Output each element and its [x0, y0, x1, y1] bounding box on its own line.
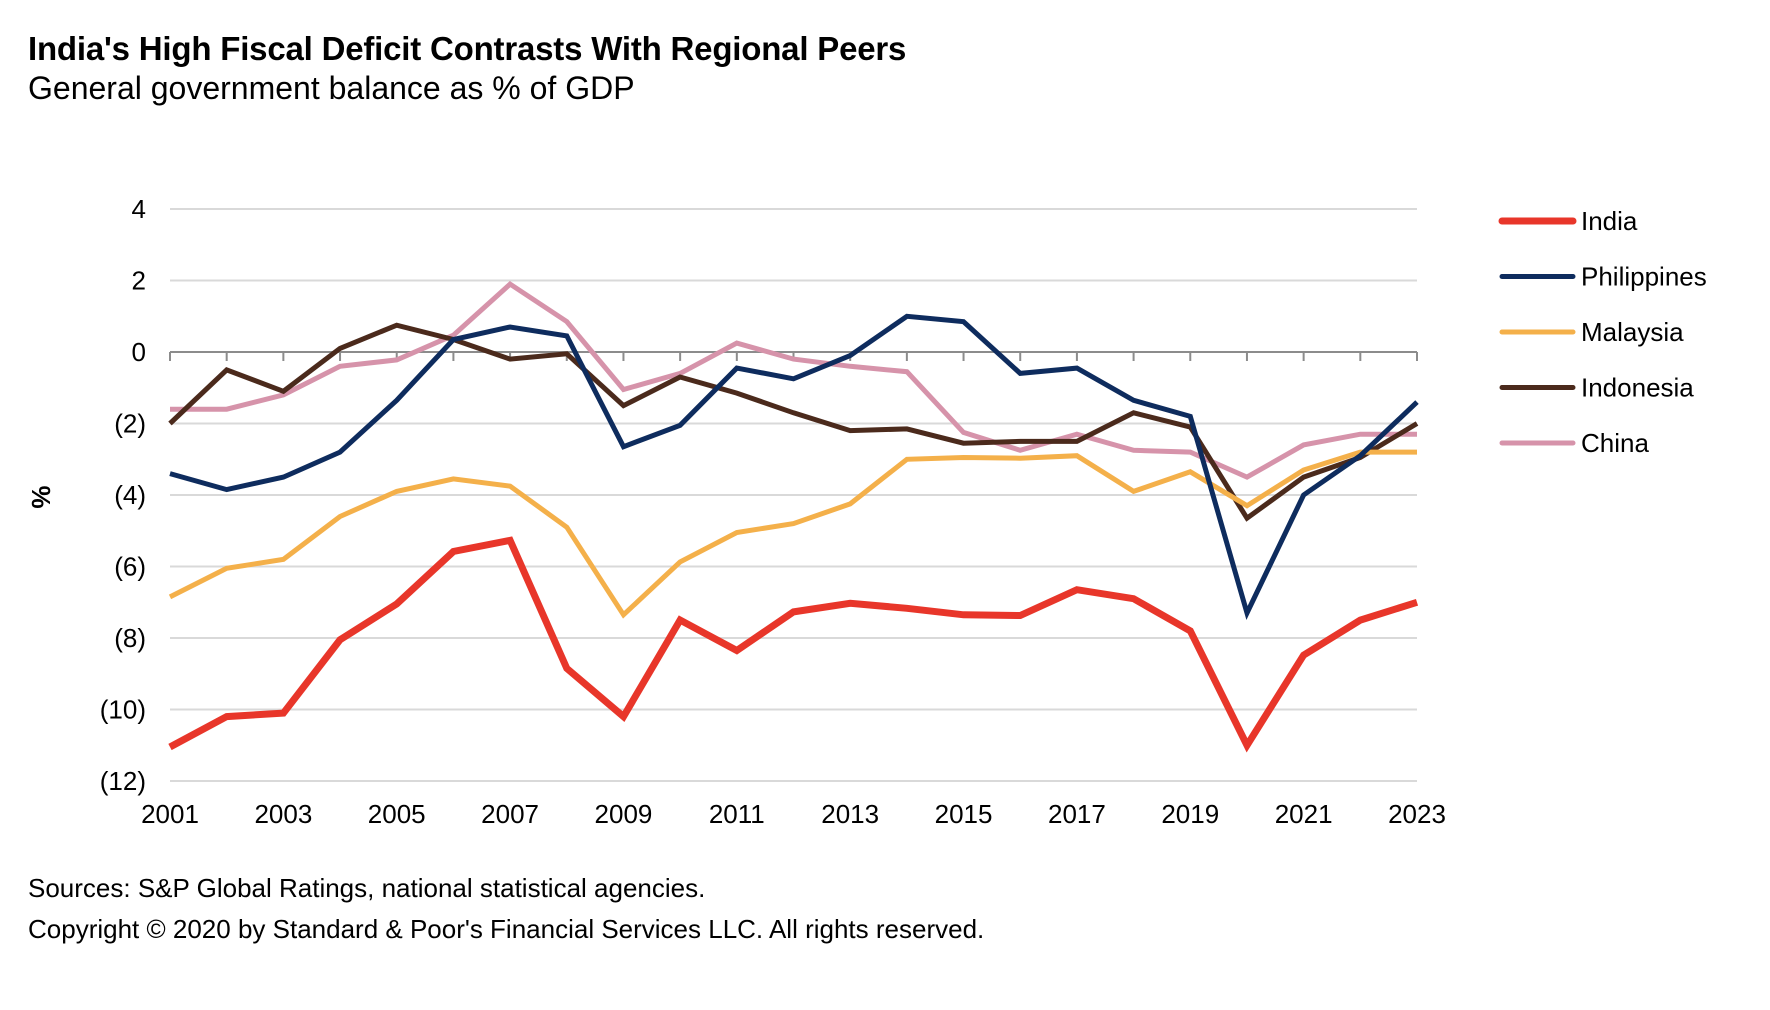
y-tick-label: 2 — [132, 266, 146, 296]
y-tick-label: (4) — [114, 480, 146, 510]
y-tick-label: (6) — [114, 552, 146, 582]
y-tick-label: (8) — [114, 623, 146, 653]
x-tick-label: 2021 — [1275, 799, 1333, 829]
x-tick-labels: 2001 2003 2005 2007 2009 2011 2013 2015 2017 2019… — [141, 799, 1446, 829]
x-tick-label: 2001 — [141, 799, 199, 829]
legend-label: India — [1581, 206, 1638, 236]
y-tick-label: (10) — [100, 695, 146, 725]
x-tick-label: 2023 — [1388, 799, 1446, 829]
x-tick-label: 2003 — [254, 799, 312, 829]
y-tick-label: 4 — [132, 194, 146, 224]
series-line-india — [168, 536, 1419, 753]
x-tick-label: 2011 — [709, 799, 765, 829]
series-line-malaysia — [168, 449, 1417, 619]
x-tick-label: 2017 — [1048, 799, 1106, 829]
x-tick-label: 2013 — [821, 799, 879, 829]
y-tick-label: (2) — [114, 409, 146, 439]
x-tick-label: 2007 — [481, 799, 539, 829]
chart-subtitle: General government balance as % of GDP — [28, 70, 635, 106]
x-tick-label: 2019 — [1161, 799, 1219, 829]
legend-label: Malaysia — [1581, 317, 1684, 347]
copyright-note: Copyright © 2020 by Standard & Poor's Fi… — [28, 914, 985, 944]
x-tick-label: 2005 — [368, 799, 426, 829]
legend-label: China — [1581, 428, 1649, 458]
legend-item-china: China — [1499, 428, 1649, 458]
legend-item-malaysia: Malaysia — [1499, 317, 1684, 347]
x-axis — [169, 351, 1418, 361]
legend-item-indonesia: Indonesia — [1499, 373, 1694, 403]
chart-title: India's High Fiscal Deficit Contrasts Wi… — [28, 30, 907, 67]
series-lines — [168, 280, 1419, 753]
legend-item-india: India — [1498, 206, 1638, 236]
legend-item-philippines: Philippines — [1499, 262, 1707, 292]
y-tick-label: (12) — [100, 766, 146, 796]
sources-note: Sources: S&P Global Ratings, national st… — [28, 873, 706, 903]
y-axis: 4 2 0 (2) (4) (6) (8) (10) (12) — [100, 194, 146, 796]
y-tick-label: 0 — [132, 337, 146, 367]
legend-label: Philippines — [1581, 262, 1707, 292]
x-tick-label: 2009 — [595, 799, 653, 829]
x-tick-label: 2015 — [935, 799, 993, 829]
series-line-philippines — [169, 313, 1419, 620]
series-line-indonesia — [168, 322, 1419, 522]
gridlines — [170, 208, 1417, 782]
legend-label: Indonesia — [1581, 373, 1694, 403]
y-axis-label: % — [26, 485, 56, 508]
legend: India Philippines Malaysia Indonesia China — [1498, 206, 1707, 458]
